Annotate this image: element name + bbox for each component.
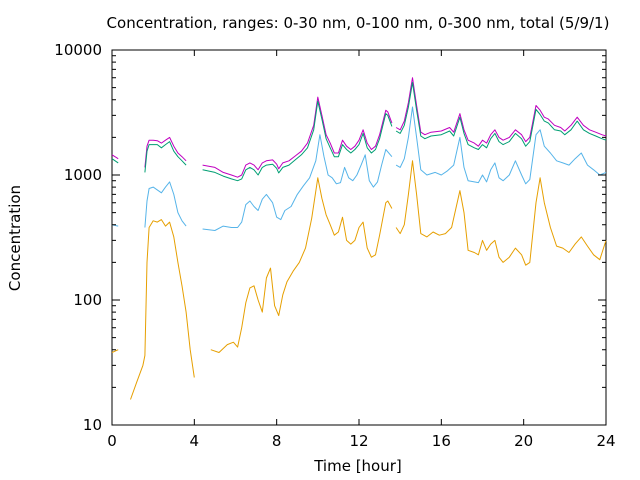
y-tick-label: 10: [83, 416, 102, 434]
x-tick-label: 24: [596, 432, 615, 450]
series-line: [395, 106, 607, 185]
series-line: [395, 82, 607, 150]
series-line: [144, 141, 187, 173]
y-axis-label: Concentration: [6, 185, 24, 291]
x-tick-label: 16: [432, 432, 451, 450]
series-line: [202, 100, 393, 182]
chart-title: Concentration, ranges: 0-30 nm, 0-100 nm…: [107, 14, 610, 32]
series-line: [202, 96, 393, 178]
x-tick-label: 4: [190, 432, 200, 450]
x-axis-label: Time [hour]: [313, 457, 402, 475]
series-line: [144, 181, 187, 228]
series-3: [111, 160, 607, 400]
series-line: [144, 136, 187, 168]
x-axis-ticks: 0 4 8 12 16 20 24: [107, 50, 616, 450]
series-line: [210, 177, 393, 353]
y-axis-ticks: 10 100 1000 10000: [54, 41, 606, 434]
series-1: [111, 82, 607, 182]
series-line: [111, 158, 119, 164]
series-0: [111, 77, 607, 178]
series-line: [111, 349, 119, 353]
series-line: [395, 160, 607, 266]
series-line: [395, 77, 607, 147]
x-tick-label: 0: [107, 432, 117, 450]
x-tick-label: 12: [349, 432, 368, 450]
y-tick-label: 1000: [64, 166, 102, 184]
series-line: [111, 154, 119, 160]
series-group: [111, 77, 607, 400]
series-line: [130, 219, 195, 400]
y-tick-label: 100: [73, 291, 102, 309]
x-tick-label: 20: [514, 432, 533, 450]
x-tick-label: 8: [272, 432, 282, 450]
series-2: [111, 106, 607, 231]
series-line: [202, 134, 393, 231]
y-tick-label: 10000: [54, 41, 102, 59]
